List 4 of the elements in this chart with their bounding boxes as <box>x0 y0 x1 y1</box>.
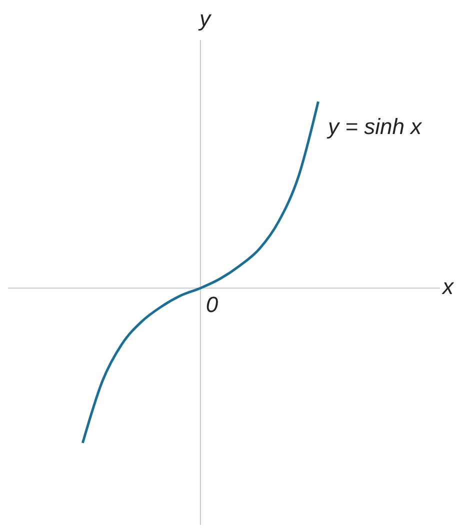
curve-label: y = sinh x <box>328 114 422 140</box>
y-axis-title: y <box>200 6 210 32</box>
x-axis-label: x <box>442 274 454 300</box>
origin-label: 0 <box>206 292 218 318</box>
